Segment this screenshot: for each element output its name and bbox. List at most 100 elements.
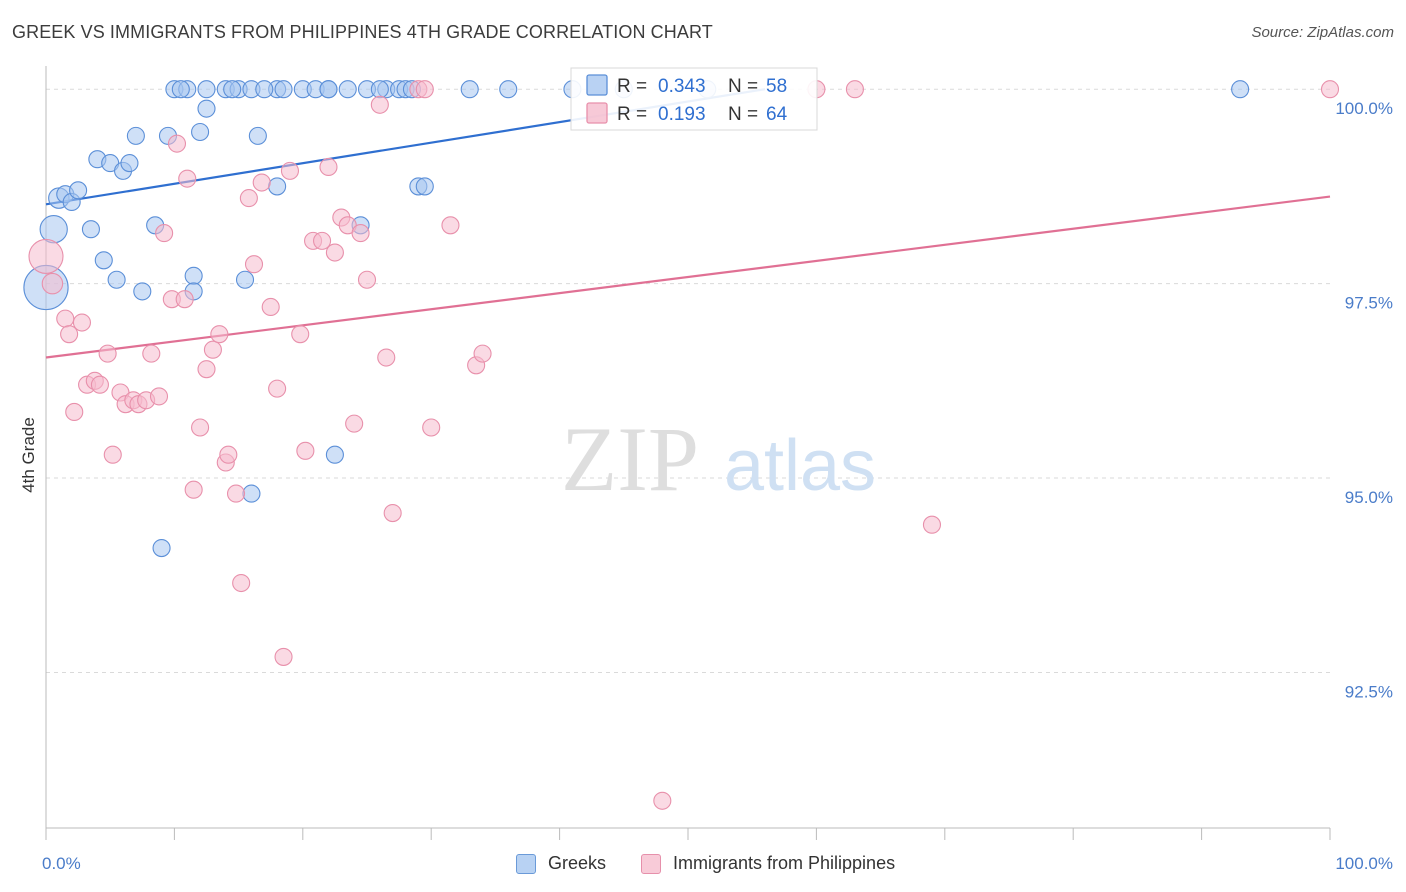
point-philippines [142, 344, 161, 363]
legend-label-philippines: Immigrants from Philippines [673, 853, 896, 873]
point-philippines [351, 224, 370, 243]
stats-n-label: N = [728, 76, 758, 97]
stats-legend-box [570, 67, 818, 131]
point-philippines [90, 375, 109, 394]
point-greeks [223, 80, 242, 99]
stats-r-value: 0.193 [658, 104, 706, 125]
stats-r-label: R = [617, 76, 647, 97]
watermark-zip: ZIP [561, 408, 699, 510]
point-philippines [313, 231, 332, 250]
stats-n-label: N = [728, 104, 758, 125]
point-philippines [98, 344, 117, 363]
point-philippines [377, 348, 396, 367]
point-greeks [319, 80, 338, 99]
scatter-points [23, 80, 1340, 810]
point-greeks [338, 80, 357, 99]
point-philippines [219, 445, 238, 464]
point-philippines [56, 309, 75, 328]
legend-item-philippines[interactable]: Immigrants from Philippines [641, 853, 895, 874]
point-philippines [319, 157, 338, 177]
point-philippines [268, 379, 287, 398]
stats-swatch-greeks [586, 74, 608, 96]
x-tick-label: 0.0% [42, 854, 81, 873]
point-philippines [65, 402, 84, 421]
point-greeks [370, 80, 389, 99]
point-philippines [370, 95, 389, 114]
point-greeks [133, 282, 152, 301]
y-axis-label: 4th Grade [19, 417, 38, 493]
point-philippines [60, 325, 79, 344]
point-philippines [274, 647, 293, 666]
point-philippines [210, 325, 229, 344]
point-greeks [235, 270, 255, 289]
point-philippines [922, 515, 942, 534]
point-philippines [383, 503, 402, 523]
point-philippines [422, 418, 441, 437]
point-greeks [107, 270, 126, 289]
watermark-atlas: atlas [724, 426, 876, 506]
point-philippines [239, 189, 258, 208]
point-philippines [72, 313, 92, 332]
bottom-legend: Greeks Immigrants from Philippines [0, 850, 1406, 880]
point-philippines [244, 255, 264, 274]
point-greeks [415, 177, 434, 196]
point-greeks [1231, 80, 1250, 99]
point-greeks [255, 80, 274, 99]
point-greeks [191, 122, 210, 142]
point-philippines [197, 360, 216, 379]
point-greeks [242, 484, 261, 503]
point-greeks [184, 266, 203, 285]
point-philippines [261, 297, 280, 317]
point-philippines [325, 243, 344, 262]
stats-r-label: R = [617, 104, 647, 125]
point-greeks [325, 445, 344, 464]
legend-swatch-philippines [641, 853, 661, 874]
legend-label-greeks: Greeks [548, 853, 607, 873]
point-philippines [415, 80, 434, 99]
axes [45, 66, 1331, 840]
point-philippines [653, 791, 672, 810]
chart-title: GREEK VS IMMIGRANTS FROM PHILIPPINES 4TH… [12, 22, 713, 42]
stats-swatch-philippines [586, 102, 608, 124]
point-greeks [94, 251, 113, 270]
point-philippines [103, 445, 122, 464]
point-philippines [291, 325, 310, 344]
point-philippines [191, 418, 210, 437]
y-tick-label: 95.0% [1345, 488, 1393, 507]
y-tick-label: 100.0% [1335, 99, 1393, 118]
trend-line-philippines [45, 195, 1331, 359]
tick-labels: 100.0% 97.5% 95.0% 92.5% 0.0% 100.0% [42, 99, 1393, 873]
point-greeks [274, 80, 293, 99]
point-greeks [197, 99, 216, 118]
point-greeks [81, 220, 100, 239]
point-greeks [39, 215, 68, 244]
point-philippines [203, 340, 222, 359]
stats-n-value: 64 [766, 104, 788, 125]
point-philippines [296, 441, 315, 460]
point-greeks [268, 177, 287, 196]
source-label: Source: ZipAtlas.com [1251, 24, 1394, 41]
y-tick-label: 92.5% [1345, 682, 1393, 701]
point-philippines [252, 173, 271, 192]
point-greeks [69, 181, 88, 200]
point-philippines [441, 216, 460, 235]
stats-r-value: 0.343 [658, 76, 706, 97]
legend-item-greeks[interactable]: Greeks [516, 853, 606, 874]
point-philippines [41, 272, 64, 295]
point-greeks [460, 80, 479, 99]
point-greeks [248, 126, 267, 145]
point-philippines [473, 344, 492, 363]
point-philippines [175, 290, 194, 309]
point-philippines [226, 484, 246, 503]
point-philippines [149, 387, 169, 406]
point-philippines [357, 270, 377, 289]
point-philippines [167, 134, 187, 153]
stats-legend: R = 0.343 N = 58 R = 0.193 N = 64 [570, 67, 818, 131]
point-philippines [1320, 80, 1340, 99]
point-philippines [155, 224, 174, 243]
point-philippines [178, 169, 197, 188]
legend-swatch-greeks [516, 853, 536, 874]
point-philippines [845, 80, 864, 99]
x-tick-label: 100.0% [1335, 854, 1393, 873]
